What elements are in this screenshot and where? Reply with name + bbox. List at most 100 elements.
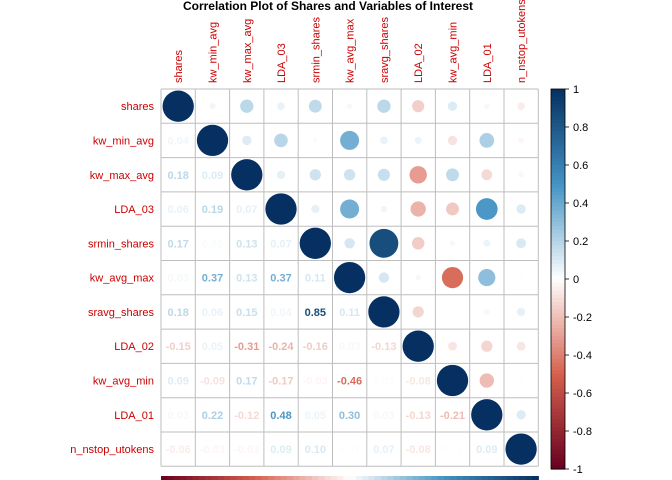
corr-value-LDA_02-kw_min_avg: 0.05 [202, 341, 223, 353]
legend-swatch [551, 176, 565, 181]
legend-swatch [551, 442, 565, 447]
legend-swatch [551, 290, 565, 295]
corr-value-LDA_01-kw_avg_max: 0.30 [339, 410, 360, 422]
legend-swatch [551, 123, 565, 128]
corr-value-LDA_02-kw_avg_max: 0.03 [339, 341, 360, 353]
legend-swatch [551, 96, 565, 101]
corr-circle-kw_max_avg-sravg_shares [377, 168, 390, 181]
legend-swatch [551, 142, 565, 147]
corr-circle-shares-shares [162, 90, 194, 122]
corr-value-sravg_shares-kw_min_avg: 0.06 [202, 307, 223, 319]
corr-circle-LDA_02-kw_avg_min [448, 341, 457, 351]
bottom-strip-swatch [311, 476, 319, 480]
corr-circle-kw_avg_max-kw_avg_max [333, 261, 366, 294]
corr-value-kw_avg_min-kw_avg_max: -0.46 [337, 376, 362, 388]
legend-swatch [551, 225, 565, 231]
legend-swatch [551, 229, 565, 234]
corr-circle-shares-LDA_03 [277, 102, 285, 111]
corr-value-sravg_shares-kw_max_avg: 0.15 [236, 307, 257, 319]
corr-circle-shares-sravg_shares [377, 99, 391, 113]
bottom-strip-swatch [318, 476, 326, 480]
legend-swatch [551, 355, 565, 360]
matrix-cells: 0.04 0.18 0.09 0.06 0.19 0.07 0.17 0.02 0.13 0.07… [162, 90, 537, 465]
bottom-strip-swatch [173, 476, 181, 480]
row-label-kw_avg_min: kw_avg_min [93, 376, 154, 388]
column-labels: shares kw_min_avg kw_max_avg LDA_03 srmin_sh… [173, 0, 528, 83]
corr-circle-kw_min_avg-srmin_shares [313, 138, 318, 143]
bottom-strip-swatch [205, 476, 212, 480]
legend-swatch [551, 89, 565, 94]
column-label-kw_avg_min: kw_avg_min [448, 22, 460, 83]
corr-value-n_nstop_utokens-srmin_shares: 0.10 [305, 444, 326, 456]
bottom-strip-swatch [532, 476, 539, 480]
legend-swatch [551, 248, 565, 253]
corr-value-kw_avg_min-kw_min_avg: -0.09 [200, 376, 225, 388]
bottom-strip-swatch [161, 476, 168, 480]
corr-value-LDA_03-shares: 0.06 [167, 204, 188, 216]
corr-circle-LDA_02-LDA_02 [402, 330, 434, 362]
legend-swatch [551, 195, 565, 200]
corr-value-sravg_shares-srmin_shares: 0.85 [305, 307, 326, 319]
bottom-strip-swatch [481, 476, 489, 480]
legend-swatch [551, 412, 565, 417]
corr-value-LDA_01-srmin_shares: 0.05 [305, 410, 326, 422]
corr-value-srmin_shares-kw_max_avg: 0.13 [236, 238, 257, 250]
corr-circle-shares-kw_avg_min [447, 101, 458, 111]
corr-circle-kw_min_avg-n_nstop_utokens [518, 137, 524, 144]
legend-swatch [551, 92, 565, 98]
corr-circle-shares-n_nstop_utokens [517, 102, 525, 111]
corr-value-LDA_01-LDA_03: 0.48 [270, 410, 291, 422]
bottom-strip-swatch [355, 476, 363, 480]
corr-value-kw_avg_max-shares: 0.03 [167, 273, 188, 285]
column-label-kw_avg_max: kw_avg_max [345, 18, 357, 83]
bottom-strip-swatch [267, 476, 275, 480]
bottom-strip-swatch [362, 476, 370, 480]
legend-swatch [551, 203, 565, 208]
legend-tick-label: -0.4 [573, 350, 592, 362]
corr-circle-kw_avg_max-LDA_02 [415, 274, 421, 281]
column-label-LDA_02: LDA_02 [413, 43, 425, 83]
legend-swatch [551, 111, 565, 117]
corr-value-LDA_03-kw_min_avg: 0.19 [202, 204, 223, 216]
corr-circle-LDA_03-LDA_03 [265, 193, 297, 225]
column-label-sravg_shares: sravg_shares [379, 16, 391, 83]
matrix-grid [160, 88, 539, 467]
corr-circle-kw_avg_max-LDA_01 [478, 269, 496, 287]
corr-circle-LDA_03-n_nstop_utokens [516, 204, 526, 214]
bottom-strip-swatch [349, 476, 357, 480]
legend-swatch [551, 419, 565, 424]
legend-tick-label: 1 [573, 84, 579, 96]
bottom-strip-swatch [236, 476, 244, 480]
legend-swatch [551, 146, 565, 151]
corr-circle-LDA_03-LDA_02 [410, 201, 426, 217]
bottom-strip-swatch [381, 476, 388, 480]
corr-value-kw_avg_min-shares: 0.09 [167, 376, 188, 388]
corr-circle-LDA_03-srmin_shares [311, 204, 320, 214]
column-label-shares: shares [173, 49, 185, 83]
legend-swatch [551, 161, 565, 166]
corr-circle-srmin_shares-LDA_02 [411, 237, 425, 250]
legend-swatch [551, 320, 565, 326]
legend-swatch [551, 309, 565, 314]
legend-swatch [551, 374, 565, 379]
bottom-strip-swatch [217, 476, 225, 480]
bottom-strip-swatch [437, 476, 445, 480]
corr-circle-LDA_03-kw_avg_min [446, 202, 459, 216]
corr-circle-LDA_01-LDA_01 [471, 399, 503, 431]
legend-swatch [551, 324, 565, 329]
column-label-LDA_01: LDA_01 [482, 43, 494, 83]
corr-circle-kw_max_avg-srmin_shares [309, 169, 321, 181]
row-label-LDA_01: LDA_01 [114, 410, 154, 422]
corr-circle-kw_max_avg-kw_avg_min [446, 168, 459, 182]
corr-circle-kw_max_avg-kw_avg_max [343, 169, 356, 181]
bottom-strip-swatch [519, 476, 527, 480]
corr-circle-sravg_shares-kw_avg_min [450, 310, 455, 314]
legend-swatch [551, 423, 565, 428]
corr-circle-srmin_shares-n_nstop_utokens [516, 238, 527, 249]
legend-swatch [551, 358, 565, 364]
legend-swatch [551, 415, 565, 421]
legend-swatch [551, 256, 565, 261]
column-label-srmin_shares: srmin_shares [310, 16, 322, 83]
legend-swatch [551, 317, 565, 322]
